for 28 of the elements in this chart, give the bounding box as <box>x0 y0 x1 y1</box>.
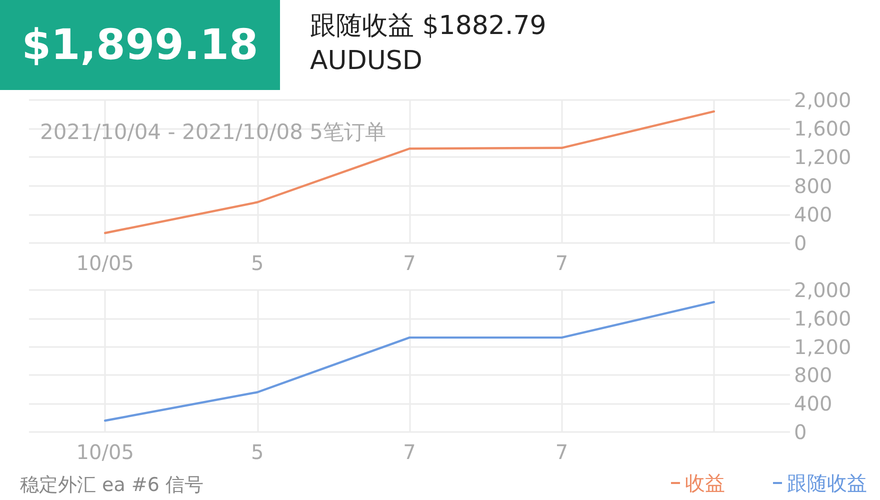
legend-label: 跟随收益 <box>787 471 867 495</box>
y-tick-label: 1,600 <box>794 116 852 141</box>
x-tick-label: 7 <box>403 440 416 464</box>
y-tick-label: 400 <box>794 392 832 416</box>
y-tick-label: 2,000 <box>794 278 852 302</box>
x-tick-label: 10/05 <box>76 251 134 275</box>
y-tick-label: 400 <box>794 202 832 226</box>
x-tick-label: 7 <box>403 251 416 275</box>
y-tick-label: 2,000 <box>794 88 852 112</box>
x-tick-label: 10/05 <box>76 440 134 464</box>
x-tick-label: 7 <box>555 251 568 275</box>
text: 跟随收益 $1882.79 <box>310 10 546 43</box>
text: 2021/10/04 - 2021/10/08 5笔订单 <box>40 119 386 146</box>
text: 稳定外汇 ea #6 信号 <box>20 473 204 498</box>
y-tick-label: 800 <box>794 363 832 388</box>
y-tick-label: 1,600 <box>794 306 852 330</box>
legend-label: 收益 <box>685 471 725 495</box>
x-tick-label: 5 <box>250 251 264 275</box>
line-series <box>104 300 715 422</box>
y-tick-label: 800 <box>794 174 832 198</box>
y-tick-label: 0 <box>794 420 807 444</box>
x-tick-label: 7 <box>555 440 568 464</box>
x-tick-label: 5 <box>250 440 264 464</box>
text: AUDUSD <box>310 46 422 76</box>
y-tick-label: 1,200 <box>794 334 852 359</box>
chart-title: $1,899.18 <box>0 0 280 90</box>
y-tick-label: 0 <box>794 231 807 255</box>
y-tick-label: 1,200 <box>794 145 852 170</box>
